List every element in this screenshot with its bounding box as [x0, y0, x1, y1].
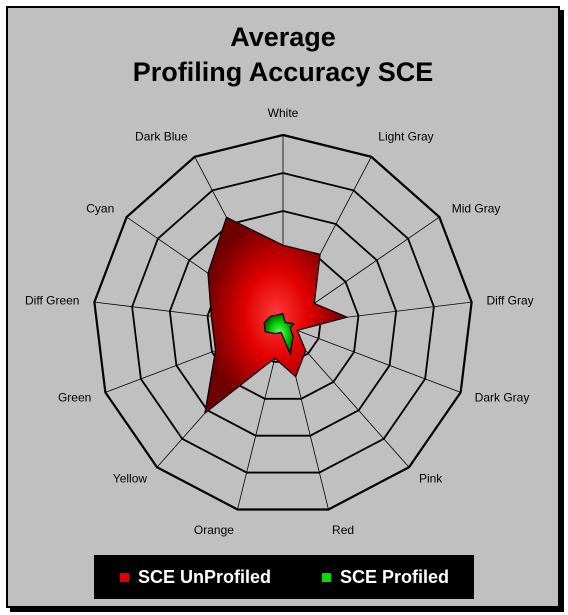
chart-title-line-1: Average — [230, 22, 336, 52]
axis-label-dark-blue: Dark Blue — [135, 129, 188, 143]
axis-label-green: Green — [58, 391, 91, 405]
radar-gridline — [168, 210, 398, 437]
radar-gridline — [131, 172, 435, 474]
axis-label-orange: Orange — [194, 523, 234, 537]
chart-title: Average Profiling Accuracy SCE — [8, 20, 558, 90]
radar-spoke — [282, 324, 461, 393]
legend-item-unprofiled: SCE UnProfiled — [118, 566, 271, 588]
axis-label-dark-gray: Dark Gray — [475, 391, 530, 405]
radar-gridline — [93, 133, 473, 511]
axis-label-yellow: Yellow — [113, 471, 148, 485]
chart-frame: Average Profiling Accuracy SCE White Ligh… — [6, 6, 560, 608]
legend-swatch-green — [320, 571, 332, 583]
axis-label-cyan: Cyan — [86, 202, 114, 216]
chart-title-line-2: Profiling Accuracy SCE — [132, 57, 434, 87]
axis-label-diff-green: Diff Green — [25, 293, 79, 307]
series-area-profiled — [263, 313, 295, 356]
axis-label-diff-gray: Diff Gray — [487, 293, 534, 307]
legend-item-profiled: SCE Profiled — [320, 566, 449, 588]
axis-label-white: White — [268, 106, 299, 120]
legend-label-unprofiled: SCE UnProfiled — [137, 566, 271, 587]
legend-label-profiled: SCE Profiled — [339, 566, 449, 587]
axis-label-mid-gray: Mid Gray — [452, 202, 501, 216]
axis-label-pink: Pink — [419, 471, 443, 485]
axis-label-red: Red — [332, 523, 354, 537]
legend-swatch-red — [118, 571, 130, 583]
chart-legend: SCE UnProfiled SCE Profiled — [94, 555, 474, 599]
axis-label-light-gray: Light Gray — [378, 129, 433, 143]
radar-chart: White Light Gray Mid Gray Diff Gray Dark Gra… — [25, 106, 534, 537]
